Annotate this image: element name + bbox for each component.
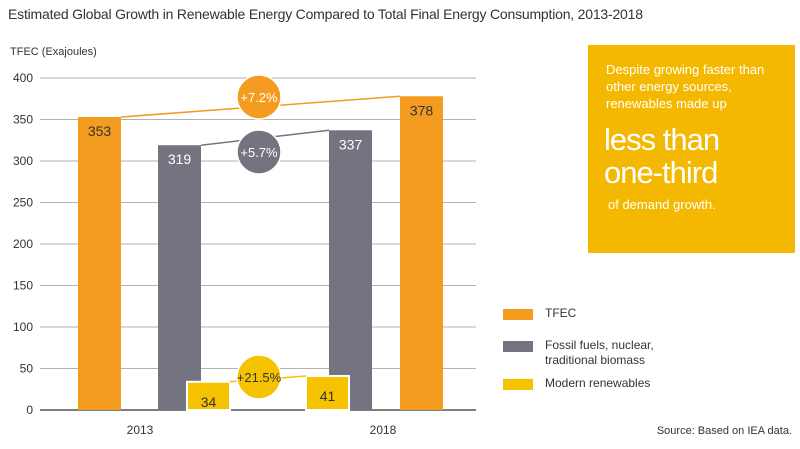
callout-highlight: less than one-third bbox=[604, 122, 720, 190]
y-axis-title: TFEC (Exajoules) bbox=[10, 46, 97, 58]
legend-swatch bbox=[503, 309, 533, 320]
bar bbox=[78, 117, 121, 410]
data-label: 34 bbox=[201, 394, 217, 410]
growth-label: +21.5% bbox=[237, 370, 282, 385]
data-label: 319 bbox=[168, 151, 192, 167]
bar-series: 353 378 319 337 34 41 bbox=[78, 96, 443, 411]
y-tick-label: 350 bbox=[13, 113, 33, 127]
callout-text-bottom: of demand growth. bbox=[608, 197, 716, 212]
y-tick-label: 300 bbox=[13, 154, 33, 168]
bar bbox=[329, 130, 372, 411]
legend-label: Fossil fuels, nuclear, traditional bioma… bbox=[545, 338, 654, 367]
bar bbox=[158, 145, 201, 411]
legend-label: TFEC bbox=[545, 306, 577, 320]
y-tick-label: 100 bbox=[13, 320, 33, 334]
y-axis-ticks: 0 50 100 150 200 250 300 350 400 bbox=[13, 71, 33, 417]
chart-title: Estimated Global Growth in Renewable Ene… bbox=[8, 6, 643, 22]
y-tick-label: 200 bbox=[13, 237, 33, 251]
x-tick-label: 2013 bbox=[127, 423, 154, 437]
growth-bubble bbox=[236, 129, 282, 175]
y-tick-label: 400 bbox=[13, 71, 33, 85]
legend-swatch bbox=[503, 341, 533, 352]
x-tick-label: 2018 bbox=[370, 423, 397, 437]
growth-annotations: +7.2% +5.7% +21.5% bbox=[236, 74, 282, 400]
callout-highlight-line2: one-third bbox=[604, 155, 718, 190]
y-tick-label: 250 bbox=[13, 196, 33, 210]
x-axis-ticks: 2013 2018 bbox=[127, 423, 397, 437]
growth-bubble bbox=[236, 354, 282, 400]
data-label: 337 bbox=[339, 136, 363, 152]
y-tick-label: 50 bbox=[20, 362, 34, 376]
source-note: Source: Based on IEA data. bbox=[656, 425, 792, 437]
callout-highlight-line1: less than bbox=[604, 122, 720, 157]
data-label: 41 bbox=[320, 388, 336, 404]
y-tick-label: 0 bbox=[26, 403, 33, 417]
bar bbox=[186, 380, 231, 411]
growth-label: +5.7% bbox=[240, 145, 278, 160]
growth-label: +7.2% bbox=[240, 90, 278, 105]
data-label: 378 bbox=[410, 102, 434, 118]
data-label: 353 bbox=[88, 123, 112, 139]
growth-bubble bbox=[236, 74, 282, 120]
bar bbox=[305, 374, 350, 411]
insight-callout: Despite growing faster than other energy… bbox=[588, 45, 795, 253]
legend-swatch bbox=[503, 379, 533, 390]
callout-text-top: Despite growing faster than other energy… bbox=[606, 62, 765, 111]
bar bbox=[400, 96, 443, 410]
legend-label: Modern renewables bbox=[545, 376, 651, 390]
y-tick-label: 150 bbox=[13, 279, 33, 293]
